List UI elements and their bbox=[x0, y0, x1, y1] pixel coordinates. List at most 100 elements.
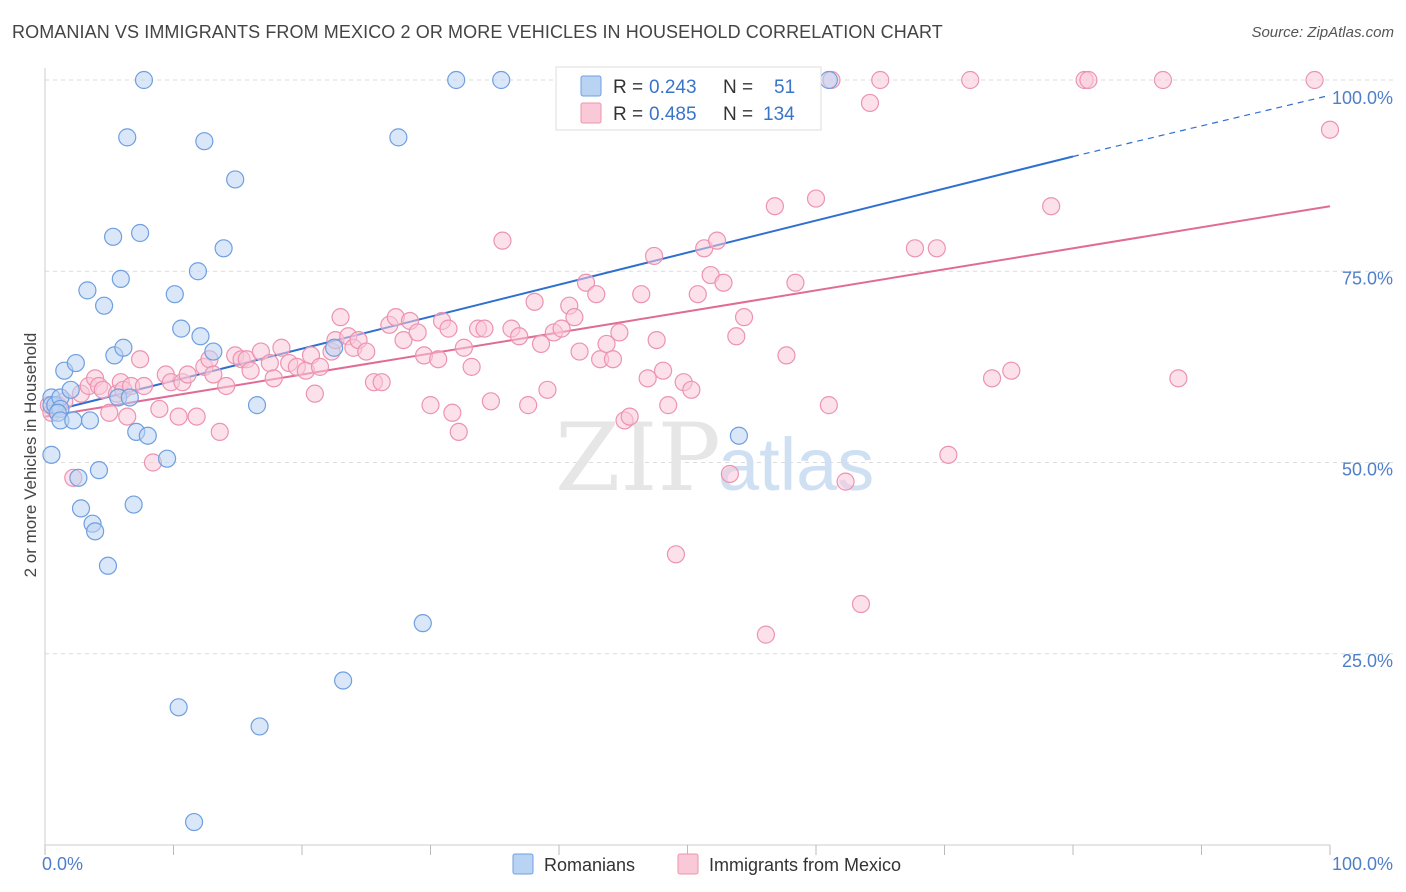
point-romanians bbox=[195, 132, 214, 151]
point-immigrants-from-mexico bbox=[659, 396, 678, 415]
point-romanians bbox=[492, 70, 511, 90]
point-immigrants-from-mexico bbox=[707, 231, 727, 250]
legend-swatch-immigrants-from-mexico bbox=[677, 853, 699, 875]
point-romanians bbox=[226, 170, 245, 189]
point-romanians bbox=[86, 522, 105, 541]
point-immigrants-from-mexico bbox=[632, 285, 651, 304]
point-immigrants-from-mexico bbox=[264, 369, 283, 388]
point-immigrants-from-mexico bbox=[576, 273, 596, 292]
point-immigrants-from-mexico bbox=[1002, 361, 1021, 380]
point-immigrants-from-mexico bbox=[331, 308, 350, 327]
point-immigrants-from-mexico bbox=[565, 308, 584, 327]
point-immigrants-from-mexico bbox=[462, 357, 481, 376]
point-immigrants-from-mexico bbox=[204, 365, 223, 384]
point-immigrants-from-mexico bbox=[1042, 197, 1061, 216]
point-immigrants-from-mexico bbox=[982, 369, 1002, 388]
y-tick-label: 25.0% bbox=[1342, 651, 1393, 671]
point-immigrants-from-mexico bbox=[961, 70, 980, 90]
point-romanians bbox=[204, 342, 223, 361]
point-immigrants-from-mexico bbox=[169, 407, 188, 426]
point-romanians bbox=[184, 812, 204, 832]
stats-pink-r-value: 0.485 bbox=[649, 104, 697, 125]
stats-pink-swatch bbox=[580, 102, 602, 124]
point-romanians bbox=[80, 411, 100, 430]
point-immigrants-from-mexico bbox=[734, 308, 754, 327]
trend-line-romanians-extension bbox=[1072, 94, 1331, 158]
point-romanians bbox=[114, 338, 133, 357]
stats-blue-r-label: R = bbox=[613, 77, 643, 98]
point-immigrants-from-mexico bbox=[756, 625, 775, 644]
point-immigrants-from-mexico bbox=[806, 189, 826, 208]
point-romanians bbox=[66, 353, 85, 373]
point-immigrants-from-mexico bbox=[118, 407, 137, 426]
series-romanians bbox=[42, 70, 838, 832]
point-immigrants-from-mexico bbox=[187, 407, 206, 426]
point-immigrants-from-mexico bbox=[720, 464, 740, 484]
point-immigrants-from-mexico bbox=[905, 239, 925, 258]
point-immigrants-from-mexico bbox=[765, 197, 784, 216]
point-romanians bbox=[169, 698, 188, 717]
point-immigrants-from-mexico bbox=[538, 380, 557, 399]
point-romanians bbox=[71, 499, 91, 518]
point-immigrants-from-mexico bbox=[260, 353, 279, 373]
source-note: Source: ZipAtlas.com bbox=[1251, 24, 1394, 41]
point-immigrants-from-mexico bbox=[134, 376, 154, 396]
point-immigrants-from-mexico bbox=[310, 357, 330, 376]
stats-blue-r-value: 0.243 bbox=[649, 77, 697, 98]
legend: Romanians Immigrants from Mexico bbox=[512, 853, 901, 875]
point-immigrants-from-mexico bbox=[653, 361, 673, 380]
trend-line-immigrants-from-mexico bbox=[44, 205, 1331, 418]
point-immigrants-from-mexico bbox=[666, 545, 686, 564]
x-tick-label-min: 0.0% bbox=[42, 854, 83, 874]
point-romanians bbox=[120, 388, 139, 407]
stats-blue-swatch bbox=[580, 75, 602, 97]
stats-pink-r-label: R = bbox=[613, 104, 643, 125]
point-immigrants-from-mexico bbox=[851, 594, 871, 614]
point-immigrants-from-mexico bbox=[939, 445, 958, 464]
point-immigrants-from-mexico bbox=[178, 365, 197, 384]
point-immigrants-from-mexico bbox=[525, 292, 544, 311]
point-immigrants-from-mexico bbox=[421, 396, 440, 415]
point-immigrants-from-mexico bbox=[454, 338, 474, 357]
point-immigrants-from-mexico bbox=[819, 396, 838, 415]
point-immigrants-from-mexico bbox=[644, 246, 664, 266]
point-immigrants-from-mexico bbox=[519, 396, 538, 415]
point-romanians bbox=[104, 227, 123, 246]
point-romanians bbox=[95, 296, 114, 315]
legend-label-immigrants-from-mexico: Immigrants from Mexico bbox=[709, 855, 901, 875]
point-immigrants-from-mexico bbox=[217, 376, 236, 396]
point-romanians bbox=[729, 426, 749, 445]
y-tick-label: 100.0% bbox=[1332, 88, 1393, 108]
point-romanians bbox=[334, 671, 353, 690]
point-romanians bbox=[78, 281, 97, 300]
point-immigrants-from-mexico bbox=[210, 422, 229, 441]
point-romanians bbox=[172, 319, 191, 338]
stats-blue-n-label: N = bbox=[723, 77, 753, 98]
y-tick-label: 50.0% bbox=[1342, 460, 1393, 480]
point-immigrants-from-mexico bbox=[394, 331, 413, 350]
grid-lines bbox=[45, 79, 1393, 655]
point-immigrants-from-mexico bbox=[475, 319, 494, 338]
point-immigrants-from-mexico bbox=[130, 350, 150, 369]
point-immigrants-from-mexico bbox=[439, 319, 458, 338]
point-romanians bbox=[42, 445, 61, 464]
point-immigrants-from-mexico bbox=[610, 323, 629, 342]
point-immigrants-from-mexico bbox=[357, 342, 376, 361]
point-immigrants-from-mexico bbox=[408, 323, 427, 342]
point-immigrants-from-mexico bbox=[429, 350, 448, 369]
point-immigrants-from-mexico bbox=[100, 403, 119, 422]
point-romanians bbox=[247, 396, 267, 415]
point-immigrants-from-mexico bbox=[1169, 369, 1188, 388]
legend-swatch-romanians bbox=[512, 853, 534, 875]
stats-blue-n-value: 51 bbox=[774, 77, 795, 98]
point-immigrants-from-mexico bbox=[603, 350, 623, 369]
point-romanians bbox=[118, 128, 137, 147]
y-tick-labels: 25.0% 50.0% 75.0% 100.0% bbox=[1332, 88, 1393, 671]
stats-pink-n-value: 134 bbox=[763, 104, 795, 125]
point-immigrants-from-mexico bbox=[493, 231, 512, 250]
point-romanians bbox=[89, 461, 109, 480]
point-immigrants-from-mexico bbox=[927, 239, 946, 258]
point-romanians bbox=[69, 468, 88, 487]
point-immigrants-from-mexico bbox=[1079, 70, 1098, 90]
